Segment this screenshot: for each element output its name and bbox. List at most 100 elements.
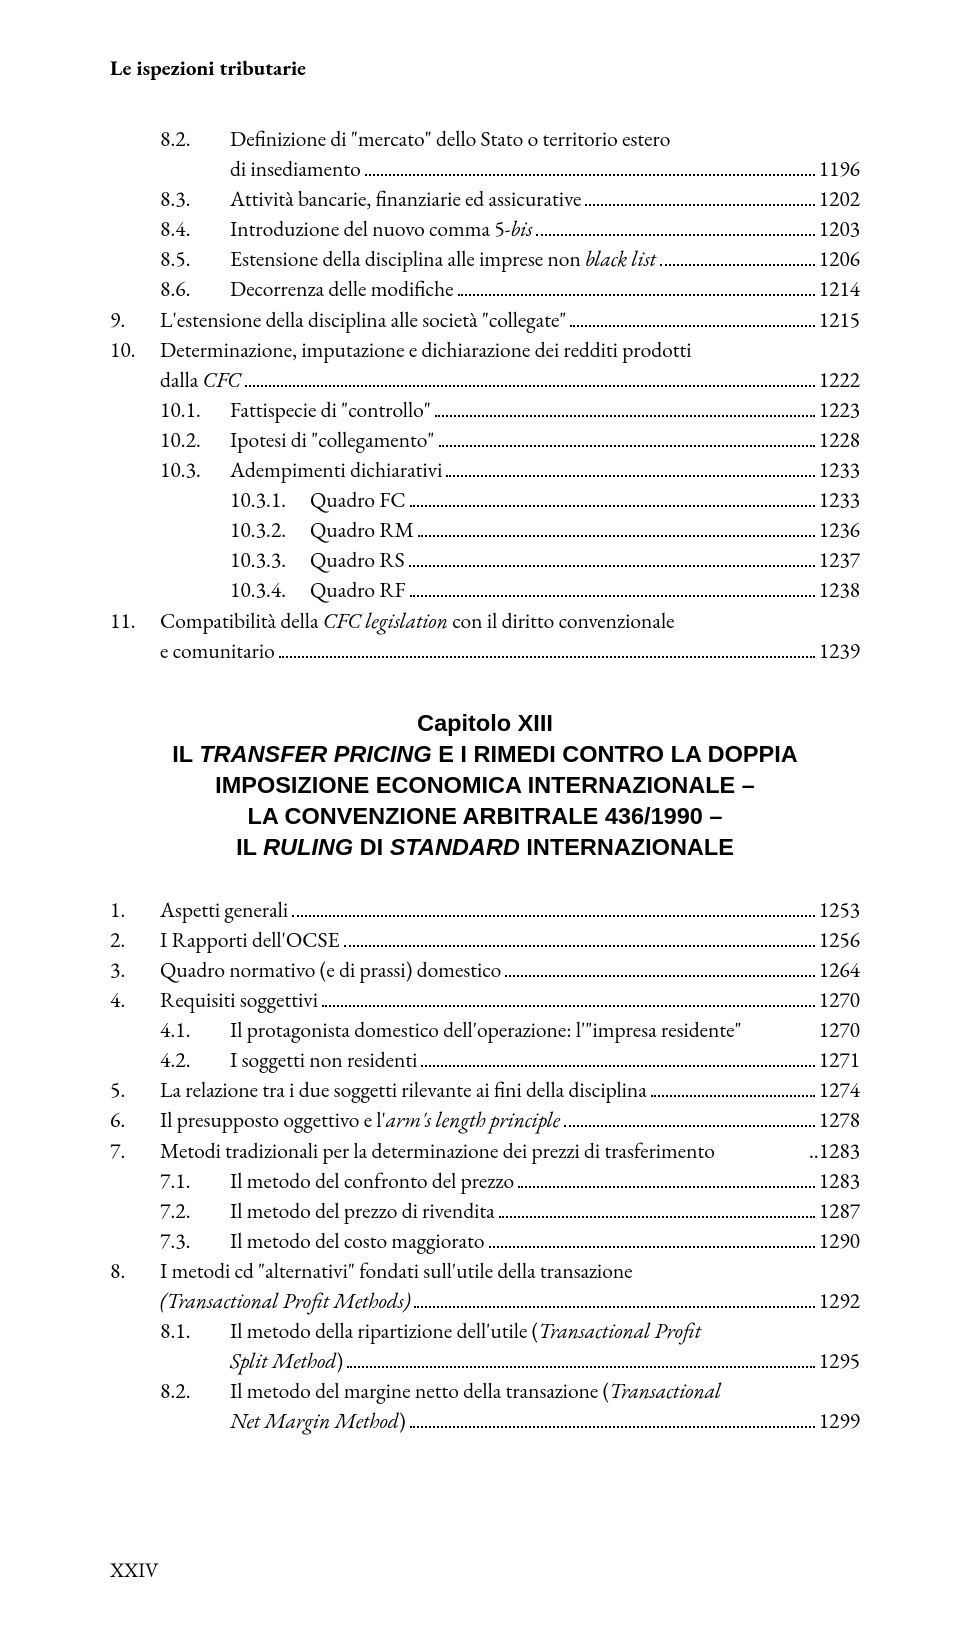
toc-lower-block: 1.Aspetti generali12532.I Rapporti dell'… — [110, 895, 860, 1437]
toc-page-number: 1264 — [819, 955, 860, 985]
toc-title: Adempimenti dichiarativi — [230, 455, 442, 485]
toc-page-number: 1270 — [819, 1015, 860, 1045]
toc-page-number: 1290 — [819, 1226, 860, 1256]
toc-number: 10.3.1. — [230, 485, 310, 515]
toc-number: 7.1. — [160, 1166, 230, 1196]
toc-number: 7. — [110, 1136, 160, 1166]
toc-number: 7.3. — [160, 1226, 230, 1256]
chapter-heading: Capitolo XIII IL TRANSFER PRICING E I RI… — [110, 708, 860, 863]
toc-entry: 9.L'estensione della disciplina alle soc… — [110, 305, 860, 335]
toc-number: 10.3. — [160, 455, 230, 485]
toc-title: I soggetti non residenti — [230, 1045, 417, 1075]
toc-number: 4. — [110, 985, 160, 1015]
toc-leader-dots — [505, 975, 814, 977]
toc-entry: 8.2.Il metodo del margine netto della tr… — [110, 1376, 860, 1406]
toc-entry: 10.3.Adempimenti dichiarativi 1233 — [110, 455, 860, 485]
toc-number: 10.1. — [160, 395, 230, 425]
toc-title: Aspetti generali — [160, 895, 288, 925]
toc-leader-dots — [660, 264, 815, 266]
toc-title: Ipotesi di "collegamento" — [230, 425, 435, 455]
toc-leader-dots — [245, 385, 815, 387]
toc-page-number: 1203 — [819, 214, 860, 244]
toc-title: Il presupposto oggettivo e l'arm's lengt… — [160, 1105, 560, 1135]
toc-entry-continuation: (Transactional Profit Methods)1292 — [110, 1286, 860, 1316]
toc-title: Compatibilità della CFC legislation con … — [160, 606, 675, 636]
toc-leader-dots — [279, 656, 815, 658]
toc-entry: 7.2.Il metodo del prezzo di rivendita128… — [110, 1196, 860, 1226]
toc-number: 8.2. — [160, 124, 230, 154]
toc-number: 10.3.2. — [230, 515, 310, 545]
toc-title: Il metodo del prezzo di rivendita — [230, 1196, 495, 1226]
toc-number: 11. — [110, 606, 160, 636]
toc-number: 10.3.4. — [230, 575, 310, 605]
toc-page-number: 1299 — [819, 1406, 860, 1436]
toc-page-number: 1292 — [819, 1286, 860, 1316]
toc-entry: 8.1.Il metodo della ripartizione dell'ut… — [110, 1316, 860, 1346]
toc-title: La relazione tra i due soggetti rilevant… — [160, 1075, 647, 1105]
chapter-label: Capitolo XIII — [110, 708, 860, 739]
toc-leader-dots — [409, 565, 815, 567]
toc-leader-dots — [414, 1306, 814, 1308]
toc-number: 4.1. — [160, 1015, 230, 1045]
toc-leader-dots — [292, 915, 815, 917]
toc-title: Decorrenza delle modifiche — [230, 274, 454, 304]
toc-entry: 10.2.Ipotesi di "collegamento"1228 — [110, 425, 860, 455]
toc-page-number: 1283 — [819, 1136, 860, 1166]
toc-title: Quadro FC — [310, 485, 406, 515]
toc-page-number: 1253 — [819, 895, 860, 925]
toc-page-number: 1202 — [819, 184, 860, 214]
toc-entry: 7.Metodi tradizionali per la determinazi… — [110, 1136, 860, 1166]
toc-page-number: 1233 — [819, 455, 860, 485]
toc-number: 6. — [110, 1105, 160, 1135]
toc-leader-dots — [365, 174, 815, 176]
toc-page-number: 1215 — [819, 305, 860, 335]
toc-title-cont: e comunitario — [160, 636, 275, 666]
toc-leader-dots — [518, 1186, 815, 1188]
toc-title: Quadro RF — [310, 575, 406, 605]
toc-entry: 8.I metodi cd "alternativi" fondati sull… — [110, 1256, 860, 1286]
toc-leader-dots — [536, 234, 814, 236]
toc-title: Il metodo del costo maggiorato — [230, 1226, 485, 1256]
toc-page-number: 1274 — [819, 1075, 860, 1105]
toc-entry: 8.5.Estensione della disciplina alle imp… — [110, 244, 860, 274]
toc-number: 8.3. — [160, 184, 230, 214]
toc-number: 10. — [110, 335, 160, 365]
toc-page-number: 1206 — [819, 244, 860, 274]
chapter-title: IL TRANSFER PRICING E I RIMEDI CONTRO LA… — [110, 739, 860, 863]
toc-entry-continuation: Net Margin Method)1299 — [110, 1406, 860, 1436]
toc-entry: 5.La relazione tra i due soggetti rileva… — [110, 1075, 860, 1105]
toc-number: 10.2. — [160, 425, 230, 455]
toc-entry: 11.Compatibilità della CFC legislation c… — [110, 606, 860, 636]
toc-title: Fattispecie di "controllo" — [230, 395, 431, 425]
toc-entry: 8.3.Attività bancarie, finanziarie ed as… — [110, 184, 860, 214]
toc-page-number: 1233 — [819, 485, 860, 515]
toc-number: 8.6. — [160, 274, 230, 304]
toc-leader-dots — [410, 505, 815, 507]
toc-page-number: 1222 — [819, 365, 860, 395]
toc-title-cont: dalla CFC — [160, 365, 241, 395]
toc-leader-dots — [458, 294, 815, 296]
toc-leader-dots — [344, 945, 815, 947]
toc-entry: 3.Quadro normativo (e di prassi) domesti… — [110, 955, 860, 985]
toc-title: Quadro RM — [310, 515, 414, 545]
toc-number: 8.1. — [160, 1316, 230, 1346]
toc-page-number: 1283 — [819, 1166, 860, 1196]
toc-leader-dots — [570, 325, 814, 327]
toc-entry: 8.4.Introduzione del nuovo comma 5-bis12… — [110, 214, 860, 244]
toc-page-number: 1287 — [819, 1196, 860, 1226]
toc-entry: 10.3.1.Quadro FC 1233 — [110, 485, 860, 515]
toc-entry: 4.Requisiti soggettivi1270 — [110, 985, 860, 1015]
toc-entry: 8.2.Definizione di "mercato" dello Stato… — [110, 124, 860, 154]
toc-title: Definizione di "mercato" dello Stato o t… — [230, 124, 670, 154]
toc-page-number: 1223 — [819, 395, 860, 425]
toc-page-number: 1271 — [819, 1045, 860, 1075]
toc-title: Quadro RS — [310, 545, 405, 575]
toc-page-number: 1196 — [819, 154, 860, 184]
toc-leader-dots — [347, 1366, 815, 1368]
toc-page-number: 1278 — [819, 1105, 860, 1135]
toc-number: 8.4. — [160, 214, 230, 244]
toc-entry: 8.6.Decorrenza delle modifiche1214 — [110, 274, 860, 304]
toc-page-number: 1256 — [819, 925, 860, 955]
toc-title: Estensione della disciplina alle imprese… — [230, 244, 656, 274]
toc-number: 5. — [110, 1075, 160, 1105]
